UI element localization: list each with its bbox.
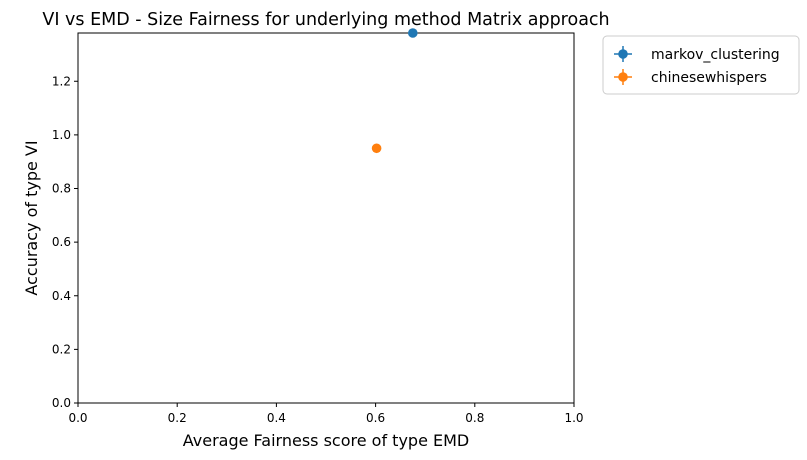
y-axis-label: Accuracy of type VI	[22, 140, 41, 295]
data-point-chinesewhispers	[371, 143, 382, 154]
y-tick-label: 0.4	[52, 289, 71, 303]
legend-marker	[618, 49, 628, 59]
chart-title: VI vs EMD - Size Fairness for underlying…	[42, 10, 609, 30]
y-tick-label: 1.0	[52, 128, 71, 142]
legend-box	[602, 35, 800, 95]
y-tick-label: 0.0	[52, 396, 71, 410]
y-tick-label: 0.2	[52, 342, 71, 356]
plot-area	[77, 32, 575, 404]
x-tick-label: 0.8	[465, 411, 484, 425]
legend-marker	[618, 72, 628, 82]
y-tick-label: 1.2	[52, 74, 71, 88]
y-tick-label: 0.8	[52, 182, 71, 196]
y-axis-ticks: 0.0 0.2 0.4 0.6 0.8 1.0 1.2	[52, 74, 78, 410]
y-tick-label: 0.6	[52, 235, 71, 249]
data-point-markov-clustering	[408, 28, 418, 38]
x-tick-label: 0.4	[267, 411, 286, 425]
legend: markov_clustering chinesewhispers	[602, 35, 800, 95]
x-axis-ticks: 0.0 0.2 0.4 0.6 0.8 1.0	[68, 403, 584, 425]
x-tick-label: 0.6	[366, 411, 385, 425]
data-points	[371, 28, 418, 154]
x-axis-label: Average Fairness score of type EMD	[183, 431, 469, 450]
x-tick-label: 1.0	[564, 411, 583, 425]
legend-label: chinesewhispers	[651, 70, 767, 86]
x-tick-label: 0.0	[68, 411, 87, 425]
x-tick-label: 0.2	[168, 411, 187, 425]
legend-label: markov_clustering	[651, 47, 780, 63]
